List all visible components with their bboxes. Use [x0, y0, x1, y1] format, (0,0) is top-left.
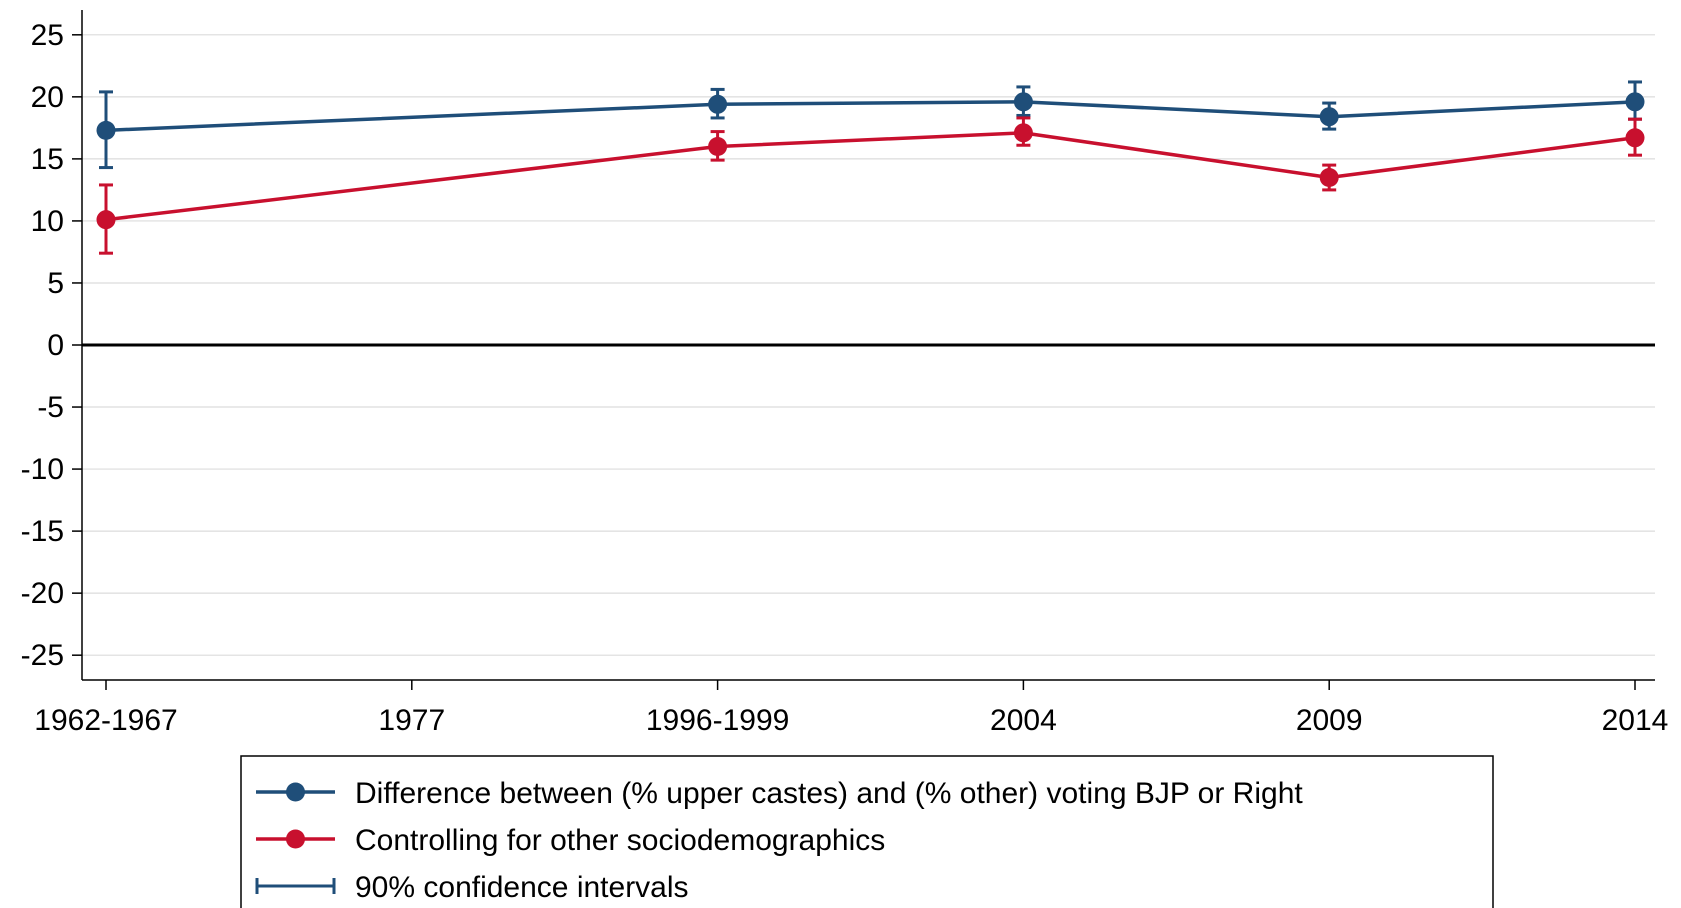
x-tick-label: 1962-1967 [34, 704, 177, 737]
legend-label: 90% confidence intervals [355, 871, 689, 904]
x-axis-tick-labels: 1962-1967 1977 1996-1999 2004 2009 2014 [34, 704, 1668, 737]
series-group [96, 80, 1645, 170]
data-point [96, 120, 116, 140]
legend-label: Controlling for other sociodemographics [355, 824, 885, 857]
series-group [96, 116, 1645, 255]
y-tick-label: -5 [37, 391, 64, 424]
data-point [1319, 168, 1339, 187]
legend-items: Difference between (% upper castes) and … [255, 777, 1303, 904]
x-tick-label: 1996-1999 [646, 704, 789, 737]
x-tick-label: 2004 [990, 704, 1057, 737]
data-point [1319, 107, 1339, 127]
legend-label: Difference between (% upper castes) and … [355, 777, 1303, 810]
y-tick-label: -10 [21, 453, 64, 486]
legend-marker-symbol [286, 782, 305, 802]
y-tick-label: 10 [31, 205, 64, 238]
gridlines [82, 34, 1655, 656]
data-point [1625, 128, 1645, 148]
y-tick-label: 0 [47, 329, 64, 362]
y-tick-label: -20 [21, 577, 64, 610]
data-point [708, 136, 728, 156]
x-tick-label: 2014 [1602, 704, 1669, 737]
y-tick-label: -15 [21, 515, 64, 548]
y-tick-label: 25 [31, 19, 64, 52]
axes [72, 10, 1655, 690]
legend: Difference between (% upper castes) and … [240, 755, 1494, 908]
legend-box [240, 755, 1494, 908]
x-tick-label: 1977 [378, 704, 445, 737]
x-tick-label: 2009 [1296, 704, 1363, 737]
series-layer [96, 80, 1645, 255]
y-tick-label: 15 [31, 143, 64, 176]
data-point [96, 210, 116, 230]
data-point [708, 94, 728, 114]
y-tick-label: 5 [47, 267, 64, 300]
data-point [1625, 92, 1645, 112]
legend-marker-symbol [286, 829, 305, 849]
y-tick-label: -25 [21, 639, 64, 672]
data-point [1013, 92, 1033, 112]
y-axis-tick-labels: -25 -20 -15 -10 -5 0 5 10 15 20 25 [21, 19, 64, 672]
data-point [1013, 123, 1033, 143]
y-tick-label: 20 [31, 81, 64, 114]
